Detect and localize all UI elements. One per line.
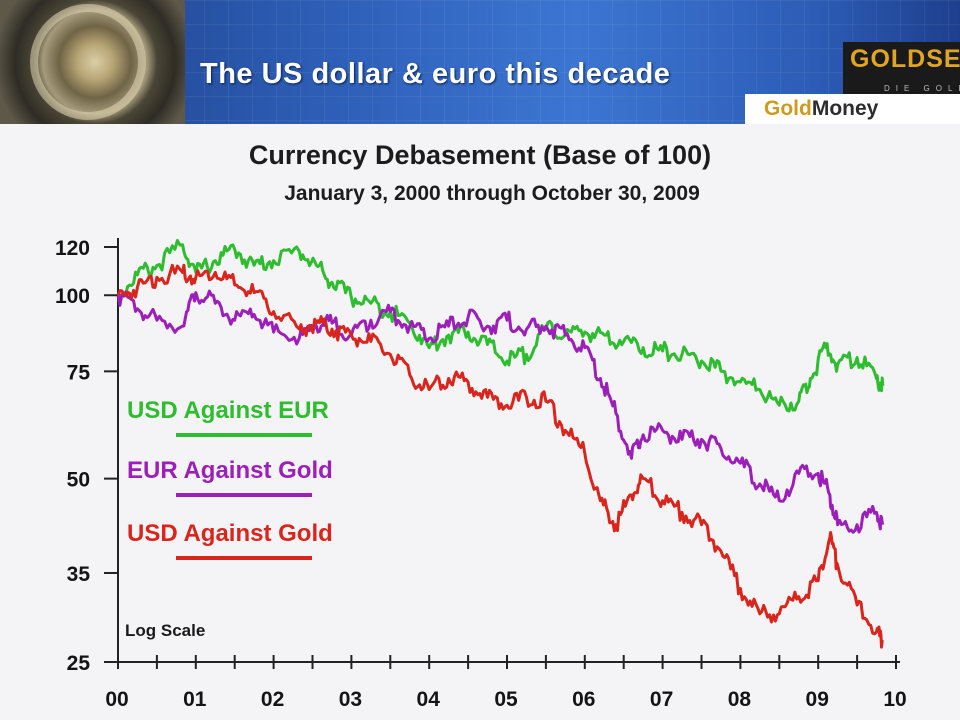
x-tick-label: 01 (183, 688, 207, 711)
goldmoney-logo-money: Money (811, 97, 879, 120)
y-tick-label: 25 (67, 652, 91, 675)
log-scale-note: Log Scale (125, 621, 205, 640)
x-tick-label: 02 (261, 688, 284, 711)
goldseek-logo: GOLDSEEK (850, 45, 960, 73)
y-tick-label: 100 (55, 285, 90, 308)
chart-subtitle: January 3, 2000 through October 30, 2009 (284, 182, 700, 205)
y-tick-label: 35 (67, 563, 91, 586)
y-tick-label: 120 (55, 237, 90, 260)
series-line-usd-against-gold (116, 263, 884, 649)
vault-door-image (0, 0, 185, 124)
x-tick-label: 05 (494, 688, 518, 711)
goldmoney-logo-background (745, 94, 960, 124)
x-tick-label: 10 (883, 688, 906, 711)
series-line-usd-against-eur (117, 239, 885, 413)
goldmoney-logo-gold: Gold (764, 97, 812, 120)
goldseek-logo-subtext: DIE GOLD (884, 84, 960, 93)
x-tick-label: 07 (650, 688, 673, 711)
legend-label: USD Against Gold (127, 520, 333, 547)
banner-title: The US dollar & euro this decade (200, 58, 671, 90)
header-banner: The US dollar & euro this decade GOLDSEE… (0, 0, 960, 124)
vault-door-ring (30, 4, 146, 120)
chart-title: Currency Debasement (Base of 100) (248, 140, 712, 170)
x-tick-label: 03 (339, 688, 362, 711)
legend-label: USD Against EUR (127, 397, 329, 424)
y-tick-label: 50 (67, 469, 90, 492)
goldseek-logo-background (843, 42, 960, 94)
series-line-eur-against-gold (116, 289, 885, 534)
legend-label: EUR Against Gold (127, 457, 333, 484)
x-tick-label: 06 (572, 688, 595, 711)
x-tick-label: 00 (105, 688, 128, 711)
goldmoney-logo: GoldMoney (764, 97, 878, 121)
y-tick-label: 75 (67, 361, 91, 384)
x-tick-label: 08 (728, 688, 752, 711)
x-tick-label: 04 (417, 688, 441, 711)
x-tick-label: 09 (806, 688, 829, 711)
